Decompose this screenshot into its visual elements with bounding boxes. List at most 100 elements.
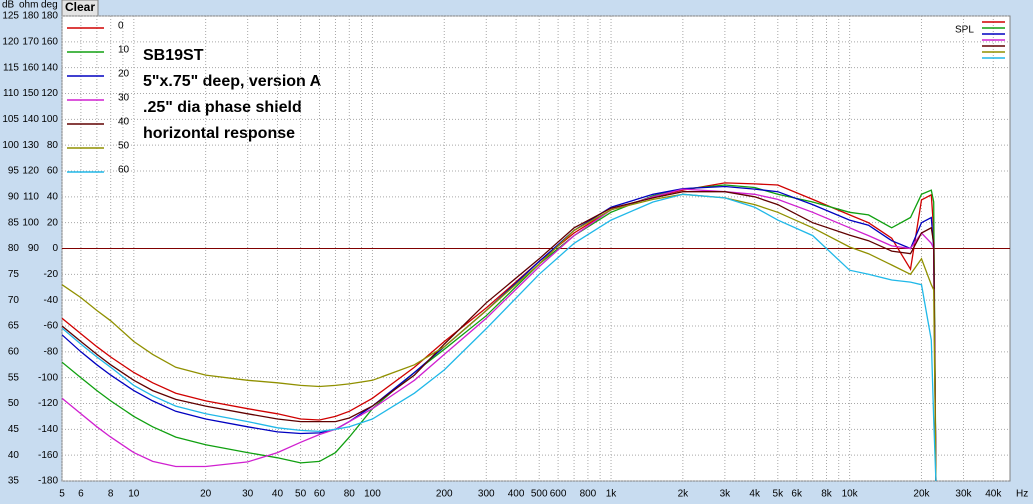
y-tick-label: 80 [8,243,20,254]
x-tick-label: 300 [478,489,495,500]
x-tick-label: 80 [344,489,356,500]
y3-tick-label: -20 [44,269,59,280]
legend-label: 0 [118,21,124,32]
y3-tick-label: 0 [52,243,58,254]
annotation: 5"x.75" deep, version A [143,73,322,90]
legend-label: 20 [118,69,130,80]
y3-tick-label: 160 [41,36,58,47]
y-tick-label: 65 [8,321,20,332]
y2-tick-label: 130 [22,140,39,151]
series-line [62,188,937,481]
y2-tick-label: 110 [23,191,39,202]
y2-tick-label: 140 [22,114,39,125]
x-tick-label: 10k [842,489,859,500]
y3-tick-label: -60 [44,321,59,332]
y-tick-label: 95 [8,166,20,177]
series-line [62,191,937,481]
y3-tick-label: 180 [41,11,58,22]
y2-tick-label: 100 [22,217,39,228]
y-tick-label: 105 [2,114,19,125]
y3-tick-label: 120 [41,88,58,99]
x-tick-label: 30k [955,489,972,500]
y3-tick-label: 100 [41,114,58,125]
y3-tick-label: 60 [47,166,59,177]
y-tick-label: 120 [2,36,19,47]
spl-legend-label: SPL [955,25,974,36]
y3-tick-label: -40 [44,295,59,306]
y3-tick-label: -80 [44,346,59,357]
y-tick-label: 40 [8,450,20,461]
legend-label: 60 [118,165,130,176]
x-tick-label: 20k [913,489,930,500]
x-tick-label: 5k [773,489,785,500]
y2-tick-label: 150 [22,88,39,99]
x-tick-label: 40k [985,489,1002,500]
y2-axis-label: ohm [19,0,38,11]
x-tick-label: 6 [78,489,84,500]
y3-tick-label: -100 [38,372,58,383]
x-tick-label: 8 [108,489,114,500]
y-tick-label: 55 [8,372,20,383]
y3-axis-label: deg [41,0,58,11]
y-tick-label: 90 [8,191,20,202]
x-tick-label: 40 [272,489,284,500]
x-axis-label: Hz [1016,489,1028,500]
y-tick-label: 110 [3,88,19,99]
legend-label: 50 [118,141,130,152]
y-tick-label: 60 [8,346,20,357]
series-group [62,182,937,481]
y2-tick-label: 170 [22,36,39,47]
x-tick-label: 6k [791,489,803,500]
x-tick-label: 5 [59,489,65,500]
y3-tick-label: -180 [38,476,58,487]
x-tick-label: 30 [242,489,254,500]
y2-tick-label: 180 [22,11,39,22]
x-tick-label: 400 [508,489,525,500]
y-tick-label: 50 [8,398,20,409]
y-tick-label: 70 [8,295,20,306]
series-line [62,193,937,481]
x-tick-label: 20 [200,489,212,500]
y2-tick-label: 120 [22,166,39,177]
y-tick-label: 115 [3,62,19,73]
y3-tick-label: -160 [38,450,58,461]
x-tick-label: 8k [821,489,833,500]
legend-label: 10 [118,45,130,56]
y3-tick-label: 20 [47,217,59,228]
x-tick-label: 200 [436,489,453,500]
x-tick-label: 1k [606,489,618,500]
x-tick-label: 600 [550,489,567,500]
x-tick-label: 50 [295,489,307,500]
y3-tick-label: 80 [47,140,59,151]
y2-tick-label: 160 [22,62,39,73]
y3-tick-label: -120 [38,398,58,409]
legend-label: 40 [118,117,130,128]
y-tick-label: 35 [8,476,20,487]
annotation: horizontal response [143,125,295,142]
annotation: SB19ST [143,47,204,64]
x-tick-label: 500 [531,489,548,500]
x-tick-label: 100 [364,489,381,500]
y-tick-label: 100 [2,140,19,151]
y-tick-label: 75 [8,269,20,280]
x-tick-label: 3k [720,489,732,500]
series-line [62,182,937,481]
y-tick-label: 85 [8,217,20,228]
y3-tick-label: 140 [41,62,58,73]
x-tick-label: 60 [314,489,326,500]
y3-tick-label: 40 [47,191,59,202]
y-tick-label: 125 [2,11,19,22]
x-tick-label: 800 [580,489,597,500]
x-tick-label: 2k [678,489,690,500]
legend-label: 30 [118,93,130,104]
x-tick-label: 4k [749,489,761,500]
series-line [62,193,937,481]
y2-tick-label: 90 [28,243,40,254]
y-tick-label: 45 [8,424,20,435]
annotation: .25" dia phase shield [143,99,302,116]
y-axis-label: dB [2,0,15,11]
clear-button-label[interactable]: Clear [65,0,95,14]
series-line [62,184,937,481]
x-tick-label: 10 [128,489,140,500]
